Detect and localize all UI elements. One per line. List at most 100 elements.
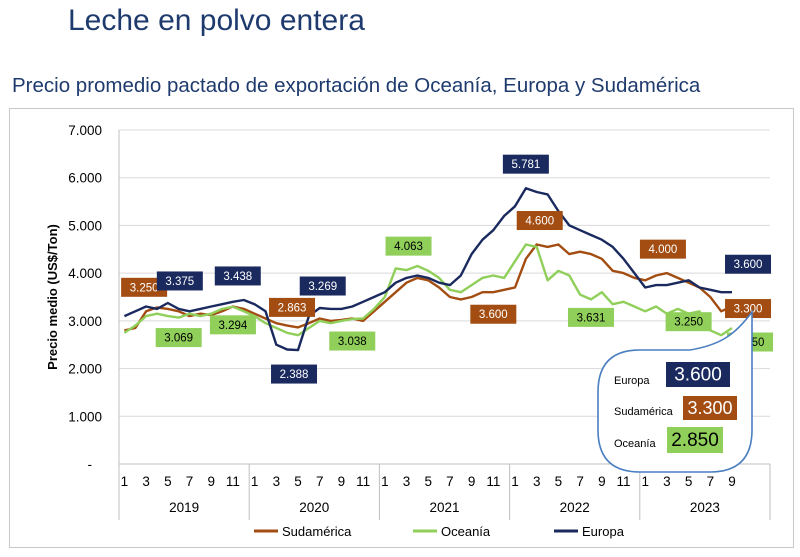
data-label: 2.388 [280, 369, 309, 381]
data-label: 3.631 [577, 312, 606, 324]
x-tick-label: 9 [468, 474, 476, 489]
x-tick-label: 1 [641, 474, 649, 489]
data-label-box [725, 299, 772, 319]
data-label-box [155, 328, 202, 348]
x-tick-label: 3 [142, 474, 150, 489]
data-label-box [269, 297, 316, 317]
callout-value: 3.300 [687, 398, 732, 418]
y-tick-label: 7.000 [68, 123, 102, 138]
y-tick-label: 4.000 [68, 266, 102, 281]
data-label-box [516, 211, 563, 231]
callout-value-box [667, 427, 723, 453]
series-line-oceanía [123, 243, 733, 337]
data-label-box [385, 236, 432, 256]
x-tick-label: 11 [486, 474, 500, 489]
callout-value: 3.600 [674, 365, 722, 386]
x-tick-label: 5 [685, 474, 693, 489]
data-label-box [665, 312, 712, 332]
x-tick-label: 1 [251, 474, 259, 489]
data-label: 2.863 [278, 302, 307, 314]
x-tick-label: 7 [186, 474, 194, 489]
data-label: 4.600 [525, 216, 554, 228]
legend-label: Oceanía [441, 524, 491, 539]
y-tick-label: - [88, 457, 93, 472]
year-label: 2020 [299, 500, 329, 515]
data-label-box [567, 307, 614, 327]
y-axis-label: Precio medio (US$/Ton) [45, 224, 60, 370]
x-tick-label: 3 [663, 474, 671, 489]
callout-series-name: Oceanía [614, 438, 656, 450]
data-label: 3.294 [219, 320, 248, 332]
x-tick-label: 11 [356, 474, 370, 489]
data-label-box [639, 239, 686, 259]
year-label: 2021 [429, 500, 459, 515]
x-tick-label: 9 [728, 474, 736, 489]
x-tick-label: 7 [576, 474, 584, 489]
data-label-box [725, 254, 772, 274]
x-tick-label: 5 [555, 474, 563, 489]
chart-subtitle: Precio promedio pactado de exportación d… [12, 74, 701, 97]
x-tick-label: 1 [121, 474, 129, 489]
data-label: 3.600 [734, 259, 763, 271]
x-tick-label: 9 [338, 474, 346, 489]
callout-value-box [666, 362, 730, 387]
data-label: 5.781 [511, 159, 540, 171]
data-label: 3.300 [734, 304, 763, 316]
x-tick-label: 1 [381, 474, 389, 489]
x-tick-label: 3 [403, 474, 411, 489]
y-tick-label: 5.000 [68, 218, 102, 233]
data-label: 4.063 [394, 241, 423, 253]
series-line-europa [123, 186, 732, 352]
data-label: 3.269 [308, 281, 337, 293]
callout-series-name: Europa [614, 375, 650, 387]
x-tick-label: 3 [533, 474, 541, 489]
x-tick-label: 7 [446, 474, 454, 489]
page-title: Leche en polvo entera [68, 4, 365, 37]
data-label-box [156, 271, 203, 291]
callout-value: 2.850 [671, 430, 719, 451]
x-tick-label: 3 [273, 474, 281, 489]
callout-value-box [683, 396, 737, 420]
x-tick-label: 7 [707, 474, 715, 489]
x-tick-label: 5 [294, 474, 302, 489]
data-label-box [214, 266, 261, 286]
series-line-sudamérica [124, 243, 733, 332]
x-tick-label: 1 [511, 474, 519, 489]
y-tick-label: 2.000 [68, 362, 102, 377]
data-label: 3.250 [130, 282, 159, 294]
legend-label: Europa [582, 524, 625, 539]
callout-series-name: Sudamérica [614, 406, 674, 418]
y-tick-label: 1.000 [68, 409, 102, 424]
x-tick-label: 7 [316, 474, 324, 489]
data-label-box [121, 277, 168, 297]
year-label: 2022 [560, 500, 590, 515]
series-lines [123, 186, 733, 352]
x-tick-label: 9 [207, 474, 215, 489]
x-tick-label: 9 [598, 474, 606, 489]
data-label: 3.038 [338, 336, 367, 348]
data-label: 3.375 [165, 276, 194, 288]
x-tick-label: 11 [226, 474, 240, 489]
data-label: 3.600 [479, 309, 508, 321]
data-label-box [470, 304, 517, 324]
x-tick-label: 5 [164, 474, 172, 489]
data-label-box [271, 364, 318, 384]
data-label: 3.069 [164, 333, 193, 345]
chart-frame [9, 108, 794, 548]
callout: Europa 3.600 Sudamérica 3.300 Oceanía 2.850 [597, 309, 753, 473]
x-tick-label: 11 [617, 474, 631, 489]
x-tick-label: 5 [424, 474, 432, 489]
data-label-box [299, 276, 346, 296]
y-tick-label: 3.000 [68, 314, 102, 329]
year-label: 2019 [169, 500, 199, 515]
y-tick-label: 6.000 [68, 171, 102, 186]
data-label: 3.250 [674, 317, 703, 329]
data-label-box [209, 315, 256, 335]
legend: Sudamérica Oceanía Europa [254, 524, 625, 539]
axes: - 1.000 2.000 3.000 4.000 5.000 6.000 7.000 Prec… [45, 123, 771, 520]
data-label: 4.000 [649, 244, 678, 256]
data-label: 3.438 [223, 271, 252, 283]
year-label: 2023 [690, 500, 720, 515]
data-label-box [502, 154, 549, 174]
